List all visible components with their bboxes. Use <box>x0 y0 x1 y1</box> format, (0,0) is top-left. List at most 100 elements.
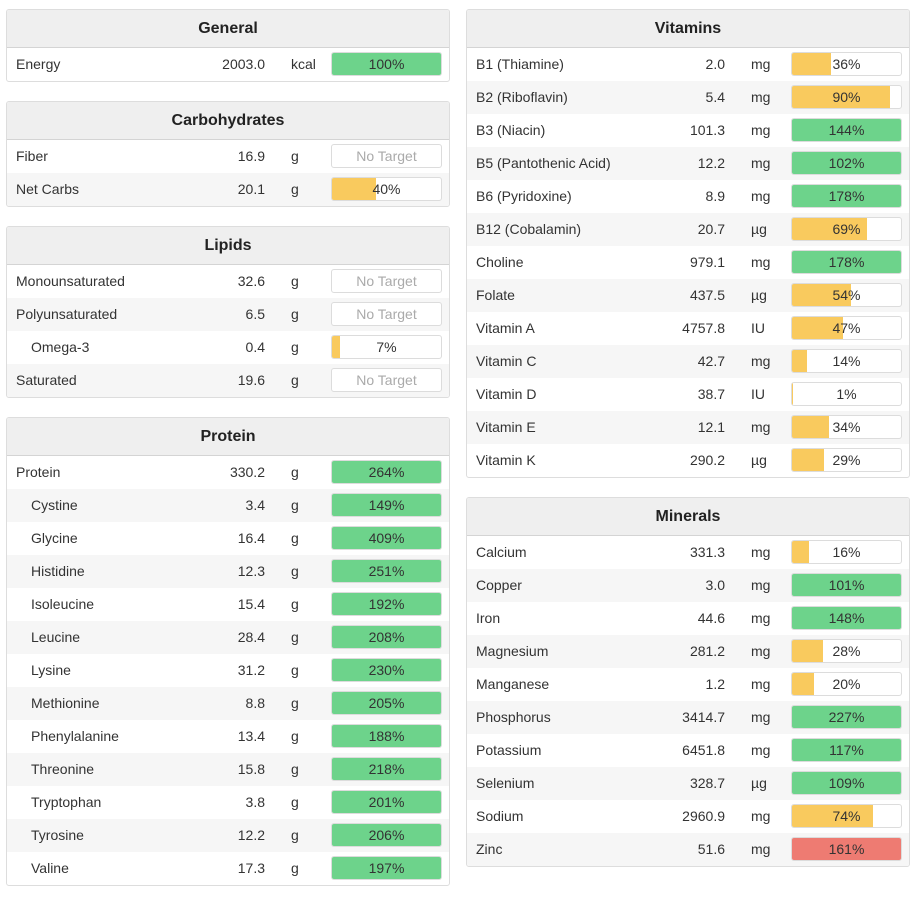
nutrient-name: B6 (Pyridoxine) <box>476 188 572 204</box>
panel-title: General <box>7 10 449 48</box>
nutrient-row-methionine[interactable]: Methionine 8.8 g 205% <box>7 687 449 720</box>
nutrient-row-vitamin-a[interactable]: Vitamin A 4757.8 IU 47% <box>467 312 909 345</box>
progress-percent: No Target <box>356 148 417 164</box>
nutrient-row-net-carbs[interactable]: Net Carbs 20.1 g 40% <box>7 173 449 206</box>
panel-carbohydrates: Carbohydrates Fiber 16.9 g No Target Net Carb… <box>6 101 450 207</box>
nutrient-unit: mg <box>751 610 771 626</box>
nutrient-row-isoleucine[interactable]: Isoleucine 15.4 g 192% <box>7 588 449 621</box>
nutrient-unit: mg <box>751 188 771 204</box>
nutrient-row-tyrosine[interactable]: Tyrosine 12.2 g 206% <box>7 819 449 852</box>
nutrient-row-b6-pyridoxine[interactable]: B6 (Pyridoxine) 8.9 mg 178% <box>467 180 909 213</box>
nutrient-row-zinc[interactable]: Zinc 51.6 mg 161% <box>467 833 909 866</box>
nutrient-amount: 16.4 <box>237 530 265 546</box>
nutrient-row-copper[interactable]: Copper 3.0 mg 101% <box>467 569 909 602</box>
progress-percent: No Target <box>356 306 417 322</box>
panel-general: General Energy 2003.0 kcal 100% <box>6 9 450 82</box>
nutrient-row-magnesium[interactable]: Magnesium 281.2 mg 28% <box>467 635 909 668</box>
nutrient-row-leucine[interactable]: Leucine 28.4 g 208% <box>7 621 449 654</box>
nutrient-row-valine[interactable]: Valine 17.3 g 197% <box>7 852 449 885</box>
nutrient-row-threonine[interactable]: Threonine 15.8 g 218% <box>7 753 449 786</box>
progress-percent: 218% <box>368 761 405 777</box>
progress-fill <box>792 86 891 108</box>
progress-percent: 117% <box>829 742 864 758</box>
progress-fill <box>332 725 441 747</box>
progress-fill <box>792 541 810 563</box>
nutrient-row-vitamin-k[interactable]: Vitamin K 290.2 µg 29% <box>467 444 909 477</box>
nutrient-row-b2-riboflavin[interactable]: B2 (Riboflavin) 5.4 mg 90% <box>467 81 909 114</box>
nutrient-unit: g <box>291 530 299 546</box>
progress-percent: 69% <box>832 221 861 237</box>
progress-fill <box>792 607 901 629</box>
nutrient-row-glycine[interactable]: Glycine 16.4 g 409% <box>7 522 449 555</box>
nutrient-unit: mg <box>751 155 771 171</box>
target-progress-bar: No Target <box>331 302 442 326</box>
nutrient-amount: 101.3 <box>689 122 725 138</box>
nutrient-unit: µg <box>751 452 767 468</box>
nutrient-row-iron[interactable]: Iron 44.6 mg 148% <box>467 602 909 635</box>
nutrient-row-b3-niacin[interactable]: B3 (Niacin) 101.3 mg 144% <box>467 114 909 147</box>
nutrient-name: Leucine <box>31 629 81 645</box>
progress-fill <box>332 527 441 549</box>
nutrient-unit: mg <box>751 709 771 725</box>
progress-percent: 208% <box>368 629 405 645</box>
nutrient-unit: g <box>291 306 299 322</box>
nutrient-row-calcium[interactable]: Calcium 331.3 mg 16% <box>467 536 909 569</box>
progress-percent: 192% <box>368 596 405 612</box>
nutrient-row-monounsaturated[interactable]: Monounsaturated 32.6 g No Target <box>7 265 449 298</box>
nutrient-row-potassium[interactable]: Potassium 6451.8 mg 117% <box>467 734 909 767</box>
nutrient-name: Vitamin E <box>476 419 536 435</box>
nutrient-row-sodium[interactable]: Sodium 2960.9 mg 74% <box>467 800 909 833</box>
nutrient-row-manganese[interactable]: Manganese 1.2 mg 20% <box>467 668 909 701</box>
progress-percent: 16% <box>832 544 861 560</box>
target-progress-bar: 102% <box>791 151 902 175</box>
nutrient-amount: 20.1 <box>237 181 265 197</box>
right-column: Vitamins B1 (Thiamine) 2.0 mg 36% B2 (Ribofla… <box>466 9 910 886</box>
target-progress-bar: 201% <box>331 790 442 814</box>
progress-fill <box>792 383 794 405</box>
nutrient-row-tryptophan[interactable]: Tryptophan 3.8 g 201% <box>7 786 449 819</box>
nutrient-row-b12-cobalamin[interactable]: B12 (Cobalamin) 20.7 µg 69% <box>467 213 909 246</box>
nutrient-row-vitamin-e[interactable]: Vitamin E 12.1 mg 34% <box>467 411 909 444</box>
progress-percent: 90% <box>832 89 861 105</box>
nutrient-amount: 16.9 <box>237 148 265 164</box>
nutrient-amount: 330.2 <box>229 464 265 480</box>
target-progress-bar: 264% <box>331 460 442 484</box>
progress-fill <box>332 758 441 780</box>
nutrient-row-vitamin-c[interactable]: Vitamin C 42.7 mg 14% <box>467 345 909 378</box>
progress-fill <box>792 119 901 141</box>
nutrient-amount: 42.7 <box>697 353 725 369</box>
nutrient-amount: 0.4 <box>245 339 265 355</box>
nutrient-row-b5-pantothenic-acid[interactable]: B5 (Pantothenic Acid) 12.2 mg 102% <box>467 147 909 180</box>
progress-fill <box>792 53 832 75</box>
nutrient-row-histidine[interactable]: Histidine 12.3 g 251% <box>7 555 449 588</box>
target-progress-bar: No Target <box>331 269 442 293</box>
target-progress-bar: 69% <box>791 217 902 241</box>
nutrient-unit: mg <box>751 808 771 824</box>
nutrient-row-saturated[interactable]: Saturated 19.6 g No Target <box>7 364 449 397</box>
nutrient-row-energy[interactable]: Energy 2003.0 kcal 100% <box>7 48 449 81</box>
nutrient-name: Glycine <box>31 530 78 546</box>
target-progress-bar: 101% <box>791 573 902 597</box>
nutrient-row-lysine[interactable]: Lysine 31.2 g 230% <box>7 654 449 687</box>
nutrient-row-phenylalanine[interactable]: Phenylalanine 13.4 g 188% <box>7 720 449 753</box>
nutrient-row-vitamin-d[interactable]: Vitamin D 38.7 IU 1% <box>467 378 909 411</box>
nutrient-row-omega-3[interactable]: Omega-3 0.4 g 7% <box>7 331 449 364</box>
nutrient-amount: 6451.8 <box>682 742 725 758</box>
nutrient-row-phosphorus[interactable]: Phosphorus 3414.7 mg 227% <box>467 701 909 734</box>
nutrient-row-selenium[interactable]: Selenium 328.7 µg 109% <box>467 767 909 800</box>
progress-percent: 178% <box>828 254 865 270</box>
progress-percent: 264% <box>368 464 405 480</box>
nutrient-row-fiber[interactable]: Fiber 16.9 g No Target <box>7 140 449 173</box>
nutrient-row-polyunsaturated[interactable]: Polyunsaturated 6.5 g No Target <box>7 298 449 331</box>
nutrient-unit: mg <box>751 89 771 105</box>
nutrient-row-folate[interactable]: Folate 437.5 µg 54% <box>467 279 909 312</box>
target-progress-bar: 36% <box>791 52 902 76</box>
nutrient-row-choline[interactable]: Choline 979.1 mg 178% <box>467 246 909 279</box>
nutrient-amount: 44.6 <box>697 610 725 626</box>
nutrient-amount: 28.4 <box>237 629 265 645</box>
nutrient-name: Selenium <box>476 775 535 791</box>
nutrient-row-protein[interactable]: Protein 330.2 g 264% <box>7 456 449 489</box>
nutrient-row-cystine[interactable]: Cystine 3.4 g 149% <box>7 489 449 522</box>
target-progress-bar: No Target <box>331 368 442 392</box>
nutrient-row-b1-thiamine[interactable]: B1 (Thiamine) 2.0 mg 36% <box>467 48 909 81</box>
